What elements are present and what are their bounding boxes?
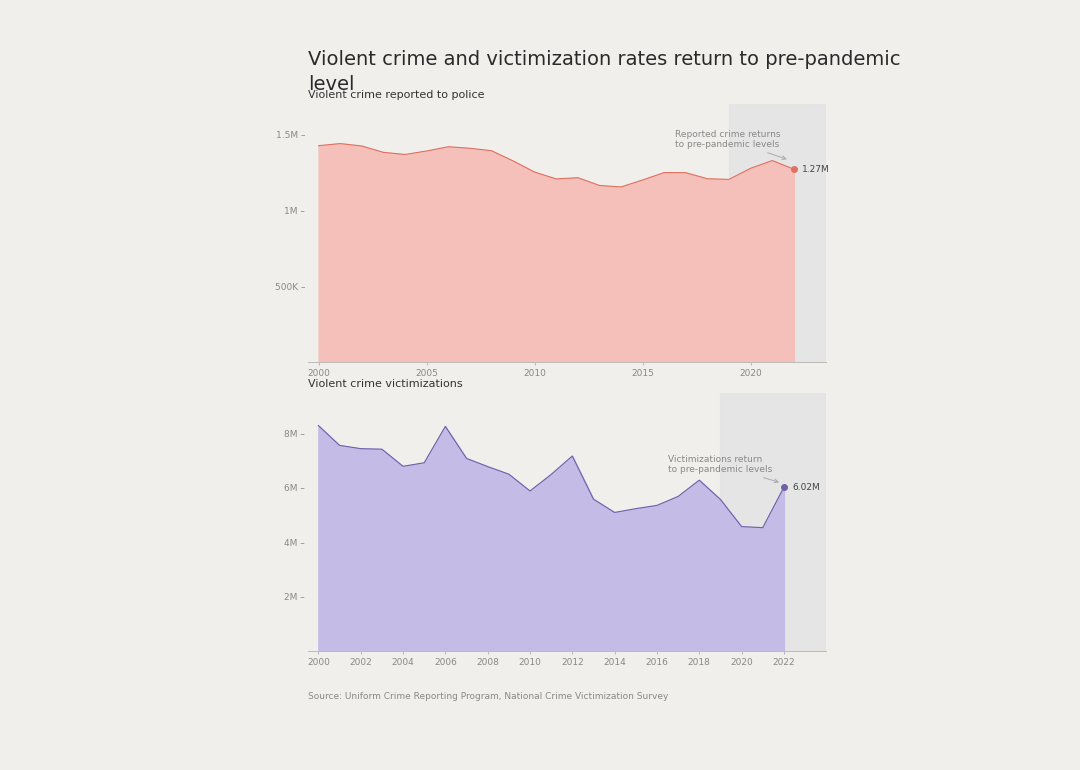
Text: 1.27M: 1.27M [802, 165, 831, 174]
Bar [720, 393, 826, 651]
Text: Source: Uniform Crime Reporting Program, National Crime Victimization Survey: Source: Uniform Crime Reporting Program,… [308, 691, 669, 701]
Text: Violent crime victimizations: Violent crime victimizations [308, 379, 462, 389]
Text: Violent crime reported to police: Violent crime reported to police [308, 90, 484, 100]
Text: Violent crime and victimization rates return to pre-pandemic
level: Violent crime and victimization rates re… [308, 50, 901, 94]
Text: Reported crime returns
to pre-pandemic levels: Reported crime returns to pre-pandemic l… [675, 130, 786, 159]
Bar [729, 104, 826, 362]
Text: 6.02M: 6.02M [793, 483, 820, 492]
Text: Victimizations return
to pre-pandemic levels: Victimizations return to pre-pandemic le… [667, 454, 778, 483]
